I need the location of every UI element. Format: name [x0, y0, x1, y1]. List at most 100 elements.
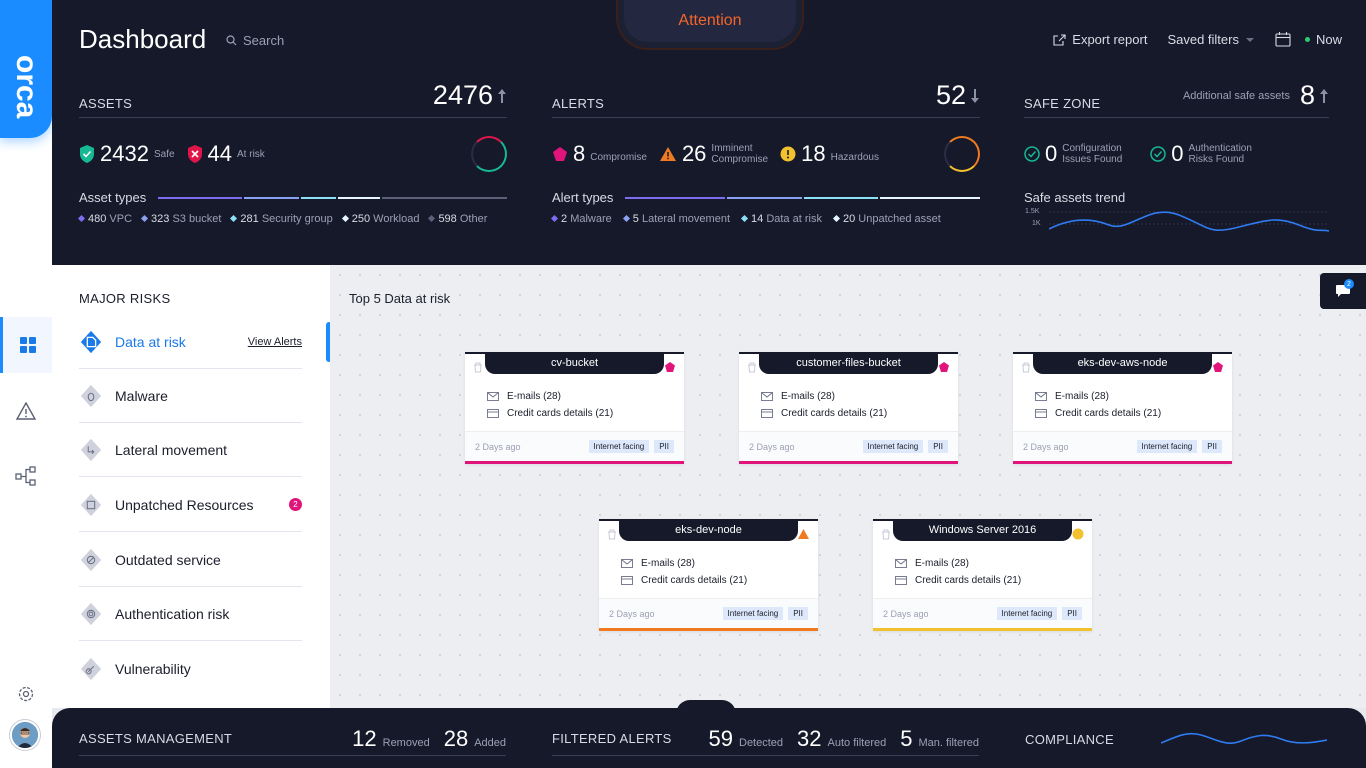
- assets-management-panel[interactable]: ASSETS MANAGEMENT 12 Removed 28 Added: [79, 722, 506, 756]
- asset-type-item[interactable]: 598 Other: [428, 213, 487, 225]
- saved-filters-dropdown[interactable]: Saved filters: [1167, 32, 1255, 47]
- card-severity-bar: [873, 628, 1092, 631]
- panel-collapse-handle[interactable]: [326, 322, 332, 362]
- unpatched-badge: 2: [289, 498, 302, 511]
- warning-triangle-icon: [659, 147, 676, 161]
- attention-button[interactable]: Attention: [624, 0, 796, 42]
- chat-button[interactable]: 2: [1320, 273, 1366, 309]
- time-selector[interactable]: Now: [1275, 32, 1342, 47]
- view-alerts-link[interactable]: View Alerts: [247, 335, 302, 348]
- risk-lateral-movement[interactable]: Lateral movement: [79, 423, 302, 477]
- trash-icon[interactable]: [747, 360, 757, 378]
- compliance-label: COMPLIANCE: [1025, 731, 1114, 747]
- detected-count: 59: [708, 725, 733, 751]
- check-circle-icon: [1150, 146, 1167, 162]
- severity-icon: [938, 360, 950, 378]
- alert-type-item[interactable]: 14 Data at risk: [740, 213, 822, 225]
- nav-graph[interactable]: [0, 448, 52, 504]
- graph-icon: [15, 466, 36, 486]
- alert-type-item[interactable]: 5 Lateral movement: [622, 213, 730, 225]
- man-filtered-label: Man. filtered: [918, 736, 979, 749]
- bug-icon: [79, 384, 103, 408]
- assets-label: ASSETS: [79, 96, 133, 111]
- asset-type-item[interactable]: 250 Workload: [341, 213, 419, 225]
- risk-label: Unpatched Resources: [115, 496, 254, 513]
- man-filtered-count: 5: [900, 725, 913, 751]
- risk-card[interactable]: cv-bucket E-mails (28) Credit cards deta…: [465, 352, 684, 464]
- alerts-panel[interactable]: ALERTS 52 8 Compromise 26 Imminent Compro…: [550, 80, 981, 225]
- check-circle-icon: [1024, 146, 1040, 162]
- hazardous-stat[interactable]: 18 Hazardous: [780, 141, 879, 167]
- asset-type-item[interactable]: 323 S3 bucket: [141, 213, 221, 225]
- config-issues-stat[interactable]: 0 Configuration Issues Found: [1024, 141, 1122, 167]
- card-title: eks-dev-node: [619, 519, 798, 541]
- search-input[interactable]: Search: [226, 33, 284, 48]
- safe-trend-title: Safe assets trend: [1024, 190, 1126, 205]
- nav-dashboard[interactable]: [0, 317, 52, 373]
- risk-card[interactable]: eks-dev-node E-mails (28) Credit cards d…: [599, 519, 818, 631]
- risk-unpatched-resources[interactable]: Unpatched Resources 2: [79, 478, 302, 532]
- chevron-down-icon: [1245, 37, 1254, 42]
- trend-y-high: 1.5K: [1025, 208, 1040, 215]
- trash-icon[interactable]: [881, 527, 891, 545]
- nav-settings[interactable]: [0, 666, 52, 722]
- tag-internet-facing: Internet facing: [588, 440, 650, 453]
- asset-type-item[interactable]: 281 Security group: [230, 213, 333, 225]
- card-severity-bar: [1013, 461, 1232, 464]
- safe-zone-panel[interactable]: SAFE ZONE Additional safe assets 8 0 Conf…: [1024, 80, 1329, 237]
- credit-card-icon: [895, 576, 907, 585]
- compromise-stat[interactable]: 8 Compromise: [552, 141, 647, 167]
- risk-malware[interactable]: Malware: [79, 369, 302, 423]
- mail-icon: [621, 559, 633, 568]
- risk-card[interactable]: customer-files-bucket E-mails (28) Credi…: [739, 352, 958, 464]
- severity-icon: [1072, 527, 1084, 545]
- asset-type-item[interactable]: 480 VPC: [77, 213, 132, 225]
- section-title: Top 5 Data at risk: [349, 291, 451, 306]
- card-row-emails: E-mails (28): [487, 388, 613, 405]
- credit-card-icon: [487, 409, 499, 418]
- at-risk-count: 44: [207, 141, 233, 166]
- risk-card[interactable]: Windows Server 2016 E-mails (28) Credit …: [873, 519, 1092, 631]
- compliance-trend-line: [1161, 732, 1327, 744]
- risk-authentication[interactable]: Authentication risk: [79, 587, 302, 641]
- compliance-panel[interactable]: COMPLIANCE: [1025, 722, 1327, 756]
- avatar-icon: [12, 722, 38, 748]
- trash-icon[interactable]: [607, 527, 617, 545]
- card-title: customer-files-bucket: [759, 352, 938, 374]
- card-row-emails: E-mails (28): [621, 555, 747, 572]
- alerts-label: ALERTS: [552, 96, 605, 111]
- imminent-stat[interactable]: 26 Imminent Compromise: [659, 141, 768, 167]
- alert-type-item[interactable]: 20 Unpatched asset: [832, 213, 941, 225]
- header-actions: Export report Saved filters Now: [1053, 32, 1342, 47]
- risk-data-at-risk[interactable]: Data at risk View Alerts: [79, 315, 302, 369]
- card-time: 2 Days ago: [609, 608, 655, 619]
- trash-icon[interactable]: [473, 360, 483, 378]
- filtered-alerts-panel[interactable]: FILTERED ALERTS 59 Detected 32 Auto filt…: [552, 722, 979, 756]
- alert-type-item[interactable]: 2 Malware: [550, 213, 612, 225]
- live-dot: [1304, 37, 1310, 42]
- page-title: Dashboard: [79, 24, 207, 54]
- auth-label-1: Authentication: [1188, 143, 1252, 154]
- assets-management-label: ASSETS MANAGEMENT: [79, 731, 233, 746]
- nav-alerts[interactable]: [0, 383, 52, 439]
- risk-vulnerability[interactable]: Vulnerability: [79, 642, 302, 696]
- trash-icon[interactable]: [1021, 360, 1031, 378]
- risk-outdated-service[interactable]: Outdated service: [79, 533, 302, 587]
- orca-logo[interactable]: orca: [0, 0, 52, 138]
- added-count: 28: [443, 725, 469, 751]
- calendar-icon: [1275, 32, 1291, 47]
- risk-card[interactable]: eks-dev-aws-node E-mails (28) Credit car…: [1013, 352, 1232, 464]
- auth-risks-stat[interactable]: 0 Authentication Risks Found: [1150, 141, 1252, 167]
- main-area: Top 5 Data at risk 2 cv-bucket E-mails (…: [330, 265, 1366, 708]
- card-severity-bar: [599, 628, 818, 631]
- card-title: cv-bucket: [485, 352, 664, 374]
- safe-stat[interactable]: 2432 Safe: [79, 141, 175, 167]
- risk-label: Vulnerability: [115, 661, 191, 677]
- auto-filtered-count: 32: [797, 725, 822, 751]
- footer-toggle[interactable]: [676, 700, 736, 714]
- at-risk-stat[interactable]: 44 At risk: [187, 141, 265, 167]
- assets-panel[interactable]: ASSETS 2476 2432 Safe 44 At risk Asset t…: [77, 80, 507, 225]
- export-report-button[interactable]: Export report: [1053, 32, 1147, 47]
- risk-label: Malware: [115, 387, 168, 404]
- user-avatar[interactable]: [10, 720, 40, 750]
